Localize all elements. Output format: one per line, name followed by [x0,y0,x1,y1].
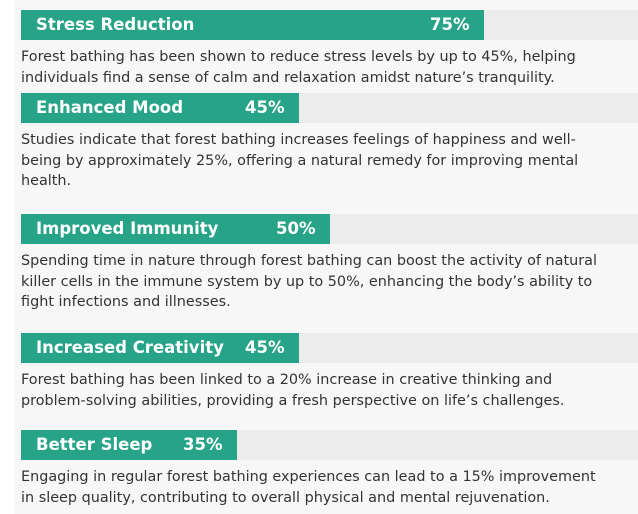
benefit-title: Increased Creativity [36,338,224,357]
benefit-percentage: 35% [183,435,223,454]
progress-bar-track: Better Sleep 35% [21,430,638,460]
benefit-item-improved-immunity: Improved Immunity 50% Spending time in n… [21,214,638,313]
benefit-item-enhanced-mood: Enhanced Mood 45% Studies indicate that … [21,93,638,192]
benefit-item-better-sleep: Better Sleep 35% Engaging in regular for… [21,430,638,508]
benefit-title: Enhanced Mood [36,98,184,117]
progress-bar-track: Increased Creativity 45% [21,333,638,363]
progress-bar-track: Improved Immunity 50% [21,214,638,244]
progress-bar-fill [21,430,237,460]
benefit-percentage: 45% [245,338,285,357]
progress-bar-fill [21,214,330,244]
benefit-percentage: 50% [276,219,316,238]
benefit-description: Forest bathing has been shown to reduce … [21,49,576,86]
benefit-description: Forest bathing has been linked to a 20% … [21,372,565,409]
progress-bar-track: Enhanced Mood 45% [21,93,638,123]
benefit-percentage: 75% [430,15,470,34]
progress-bar-fill [21,10,484,40]
benefit-description: Engaging in regular forest bathing exper… [21,469,596,506]
progress-bar-fill [21,333,299,363]
benefit-title: Better Sleep [36,435,153,454]
benefit-percentage: 45% [245,98,285,117]
benefit-item-stress-reduction: Stress Reduction 75% Forest bathing has … [21,10,638,88]
benefit-item-increased-creativity: Increased Creativity 45% Forest bathing … [21,333,638,411]
content-panel [14,0,638,514]
progress-bar-fill [21,93,299,123]
benefit-title: Stress Reduction [36,15,195,34]
progress-bar-track: Stress Reduction 75% [21,10,638,40]
benefit-description: Spending time in nature through forest b… [21,253,597,310]
benefit-title: Improved Immunity [36,219,219,238]
benefit-description: Studies indicate that forest bathing inc… [21,132,579,189]
